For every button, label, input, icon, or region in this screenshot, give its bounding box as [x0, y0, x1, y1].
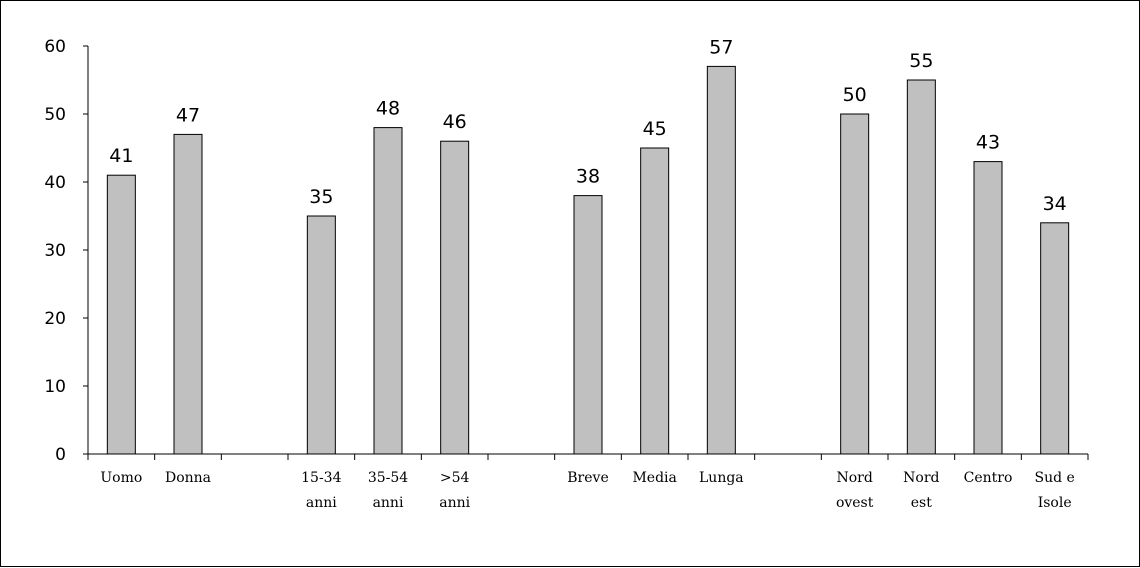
value-label: 43 — [976, 132, 1000, 154]
category-label: anni — [373, 495, 404, 511]
category-label: Donna — [165, 470, 211, 486]
y-tick-label: 50 — [44, 105, 66, 125]
bar — [373, 127, 403, 455]
bar — [573, 195, 603, 455]
category-label: Centro — [964, 470, 1013, 486]
y-tick-label: 0 — [55, 445, 66, 465]
category-label: >54 — [440, 470, 470, 486]
value-label: 50 — [843, 84, 867, 106]
value-label: 38 — [576, 166, 600, 188]
value-label: 48 — [376, 98, 400, 120]
y-tick-label: 30 — [44, 241, 66, 261]
category-label: 15-34 — [301, 470, 341, 486]
category-label: anni — [439, 495, 470, 511]
bar — [973, 161, 1003, 455]
category-label: Media — [632, 470, 676, 486]
category-label: Breve — [567, 470, 608, 486]
category-label: 35-54 — [368, 470, 408, 486]
category-label: Nord — [903, 470, 939, 486]
y-tick-label: 10 — [44, 377, 66, 397]
bar — [640, 147, 670, 455]
category-label: ovest — [836, 495, 874, 511]
category-label: Lunga — [699, 470, 744, 486]
category-label: Uomo — [100, 470, 142, 486]
value-label: 41 — [109, 145, 133, 167]
bar — [173, 133, 203, 455]
y-tick-label: 60 — [44, 37, 66, 57]
category-label: est — [911, 495, 932, 511]
value-label: 57 — [709, 36, 733, 58]
category-label: Sud e — [1035, 470, 1075, 486]
value-label: 55 — [909, 50, 933, 72]
bar — [1040, 222, 1070, 455]
y-tick-label: 20 — [44, 309, 66, 329]
category-label: Nord — [836, 470, 872, 486]
bar — [306, 215, 336, 455]
value-label: 45 — [643, 118, 667, 140]
bars — [106, 65, 1070, 455]
category-label: anni — [306, 495, 337, 511]
value-label: 35 — [309, 186, 333, 208]
bar — [906, 79, 936, 455]
bar — [440, 140, 470, 455]
y-tick-label: 40 — [44, 173, 66, 193]
value-label: 46 — [443, 111, 467, 133]
value-label: 47 — [176, 104, 200, 126]
bar — [840, 113, 870, 455]
bar — [106, 174, 136, 455]
labels: 41 Uomo 47 Donna 35 15-34 anni 48 35-54 anni 46 >54… — [100, 36, 1074, 511]
category-label: Isole — [1038, 495, 1072, 511]
bar — [706, 65, 736, 455]
axes: 0 10 20 30 40 50 60 — [44, 37, 1089, 465]
value-label: 34 — [1043, 193, 1067, 215]
